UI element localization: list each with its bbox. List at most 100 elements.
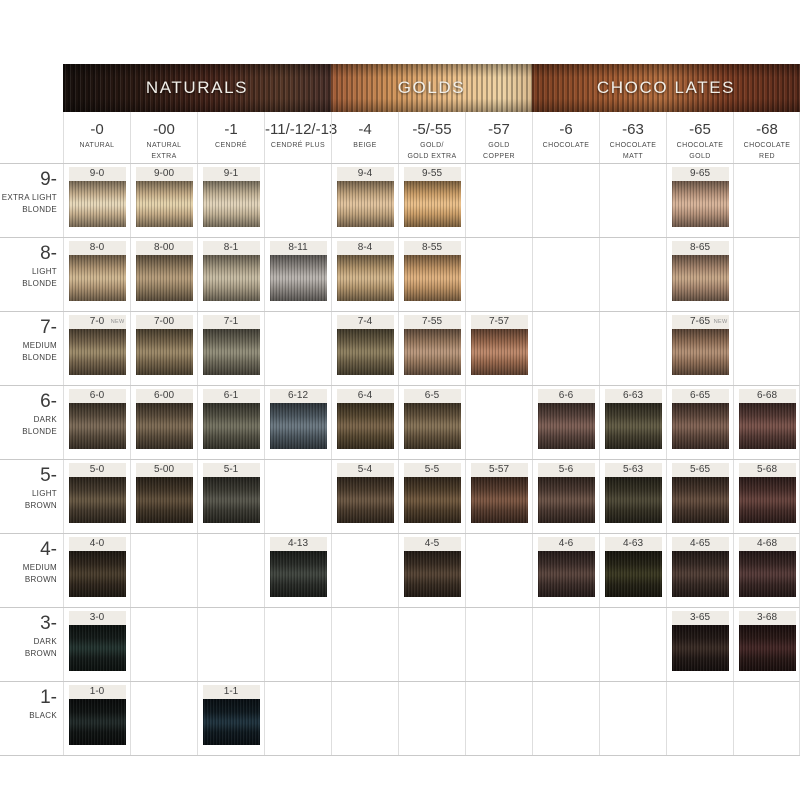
swatch-cell: 5-68 xyxy=(733,460,800,533)
swatch-cell: 5-1 xyxy=(197,460,264,533)
swatch-code: 5-68 xyxy=(738,463,796,477)
swatch-code: 7-55 xyxy=(403,315,461,329)
swatch-code: 5-4 xyxy=(336,463,394,477)
swatch-9-4: 9-4 xyxy=(336,167,394,227)
column-header: -0 NATURAL xyxy=(63,112,130,163)
swatch-code: 6-65 xyxy=(671,389,729,403)
swatch-code: 8-00 xyxy=(135,241,193,255)
hair-swatch-image xyxy=(738,477,796,523)
row-code: 9- xyxy=(40,169,57,190)
hair-swatch-image xyxy=(68,255,126,301)
hair-swatch-image xyxy=(470,329,528,375)
swatch-cell: 3-0 xyxy=(63,608,130,681)
swatch-5-57: 5-57 xyxy=(470,463,528,523)
swatch-cell: 9-65 xyxy=(666,164,733,237)
empty-cell xyxy=(130,534,197,607)
swatch-8-4: 8-4 xyxy=(336,241,394,301)
column-code: -68 xyxy=(756,121,778,138)
empty-cell xyxy=(197,534,264,607)
row-name: DARK BLONDE xyxy=(22,415,57,436)
swatch-6-00: 6-00 xyxy=(135,389,193,449)
swatch-cell: 5-5 xyxy=(398,460,465,533)
row-name: MEDIUM BROWN xyxy=(22,563,57,584)
hair-swatch-image xyxy=(68,625,126,671)
swatch-code: 6-00 xyxy=(135,389,193,403)
group-band-golds: GOLDS xyxy=(331,64,532,112)
hair-swatch-image xyxy=(336,329,394,375)
hair-swatch-image xyxy=(202,699,260,745)
hair-swatch-image xyxy=(336,181,394,227)
swatch-9-65: 9-65 xyxy=(671,167,729,227)
swatch-code: 8-4 xyxy=(336,241,394,255)
swatch-8-55: 8-55 xyxy=(403,241,461,301)
swatch-5-6: 5-6 xyxy=(537,463,595,523)
swatch-cell: 4-68 xyxy=(733,534,800,607)
empty-cell xyxy=(465,164,532,237)
empty-cell xyxy=(599,682,666,755)
swatch-5-5: 5-5 xyxy=(403,463,461,523)
hair-swatch-image xyxy=(671,329,729,375)
swatch-code: 9-55 xyxy=(403,167,461,181)
hair-swatch-image xyxy=(403,181,461,227)
swatch-cell: 1-1 xyxy=(197,682,264,755)
swatch-6-12: 6-12 xyxy=(269,389,327,449)
column-name: CHOCOLATE xyxy=(542,142,590,149)
swatch-cell: 5-6 xyxy=(532,460,599,533)
swatch-8-00: 8-00 xyxy=(135,241,193,301)
hair-swatch-image xyxy=(68,699,126,745)
swatch-6-4: 6-4 xyxy=(336,389,394,449)
row-name: MEDIUM BLONDE xyxy=(22,341,57,362)
hair-swatch-image xyxy=(202,329,260,375)
hair-swatch-image xyxy=(68,181,126,227)
swatch-9-1: 9-1 xyxy=(202,167,260,227)
swatch-code: 7-57 xyxy=(470,315,528,329)
column-header: -4 BEIGE xyxy=(331,112,398,163)
swatch-code: 7-1 xyxy=(202,315,260,329)
swatch-cell: 5-00 xyxy=(130,460,197,533)
empty-cell xyxy=(465,386,532,459)
hair-swatch-image xyxy=(269,403,327,449)
row-label: 7- MEDIUM BLONDE xyxy=(0,312,63,385)
swatch-cell: 8-55 xyxy=(398,238,465,311)
swatch-cell: 9-0 xyxy=(63,164,130,237)
swatch-code: 3-0 xyxy=(68,611,126,625)
empty-cell xyxy=(465,608,532,681)
column-name: CENDRÉ PLUS xyxy=(270,142,326,149)
swatch-8-1: 8-1 xyxy=(202,241,260,301)
swatch-code: 4-13 xyxy=(269,537,327,551)
hair-swatch-image xyxy=(604,403,662,449)
hair-swatch-image xyxy=(68,329,126,375)
column-code: -5/-55 xyxy=(412,121,452,138)
column-header: -68 CHOCOLATE RED xyxy=(733,112,800,163)
empty-cell xyxy=(532,312,599,385)
swatch-cell: 4-13 xyxy=(264,534,331,607)
hair-swatch-image xyxy=(68,403,126,449)
empty-cell xyxy=(532,608,599,681)
empty-cell xyxy=(532,164,599,237)
swatch-cell: 6-12 xyxy=(264,386,331,459)
swatch-code: 4-65 xyxy=(671,537,729,551)
empty-cell xyxy=(599,238,666,311)
swatch-cell: 9-00 xyxy=(130,164,197,237)
swatch-code: 4-0 xyxy=(68,537,126,551)
hair-swatch-image xyxy=(470,477,528,523)
swatch-7-65: 7-65 NEW xyxy=(671,315,729,375)
swatch-5-4: 5-4 xyxy=(336,463,394,523)
swatch-cell: 4-5 xyxy=(398,534,465,607)
shade-row: 9- EXTRA LIGHT BLONDE 9-0 9-00 9-1 9-4 9-55 9-6… xyxy=(0,163,800,237)
swatch-cell: 6-0 xyxy=(63,386,130,459)
hair-swatch-image xyxy=(403,329,461,375)
empty-cell xyxy=(331,534,398,607)
group-title-golds: GOLDS xyxy=(397,78,466,97)
group-band-naturals: NATURALS xyxy=(63,64,331,112)
column-header: -11/-12/-13 CENDRÉ PLUS xyxy=(264,112,337,163)
swatch-cell: 5-57 xyxy=(465,460,532,533)
swatch-code: 5-5 xyxy=(403,463,461,477)
swatch-4-6: 4-6 xyxy=(537,537,595,597)
row-code: 1- xyxy=(40,687,57,708)
row-name: LIGHT BLONDE xyxy=(22,267,57,288)
row-label: 1- BLACK xyxy=(0,682,63,755)
column-code: -4 xyxy=(358,121,372,138)
empty-cell xyxy=(599,608,666,681)
column-name: NATURAL xyxy=(79,142,115,149)
